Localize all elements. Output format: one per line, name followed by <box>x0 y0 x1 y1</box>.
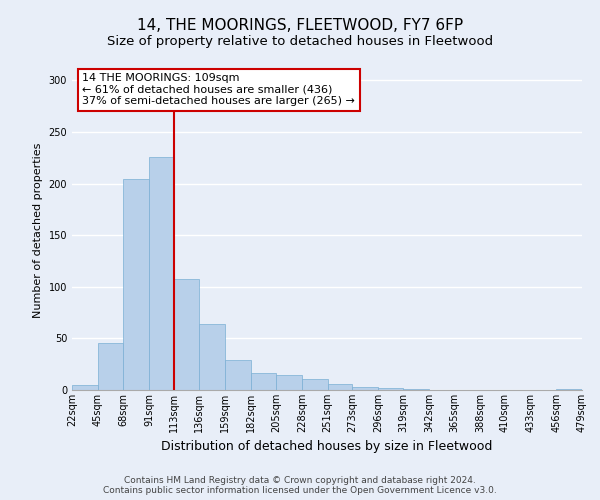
Bar <box>149 156 173 390</box>
Text: Contains HM Land Registry data © Crown copyright and database right 2024.
Contai: Contains HM Land Registry data © Crown c… <box>103 476 497 495</box>
Text: 14, THE MOORINGS, FLEETWOOD, FY7 6FP: 14, THE MOORINGS, FLEETWOOD, FY7 6FP <box>137 18 463 32</box>
Bar <box>302 378 328 390</box>
Bar <box>403 389 429 390</box>
Y-axis label: Number of detached properties: Number of detached properties <box>33 142 43 318</box>
Bar <box>199 324 225 390</box>
Text: Size of property relative to detached houses in Fleetwood: Size of property relative to detached ho… <box>107 35 493 48</box>
Bar <box>556 389 582 390</box>
Bar <box>378 388 403 390</box>
Bar <box>225 360 251 390</box>
Bar <box>124 180 149 390</box>
Bar <box>328 384 352 390</box>
Bar <box>72 385 98 390</box>
Text: 14 THE MOORINGS: 109sqm
← 61% of detached houses are smaller (436)
37% of semi-d: 14 THE MOORINGS: 109sqm ← 61% of detache… <box>82 73 355 106</box>
Bar <box>352 387 378 390</box>
Bar <box>98 342 124 390</box>
Bar <box>173 278 199 390</box>
Bar <box>251 374 276 390</box>
Bar <box>276 374 302 390</box>
X-axis label: Distribution of detached houses by size in Fleetwood: Distribution of detached houses by size … <box>161 440 493 454</box>
